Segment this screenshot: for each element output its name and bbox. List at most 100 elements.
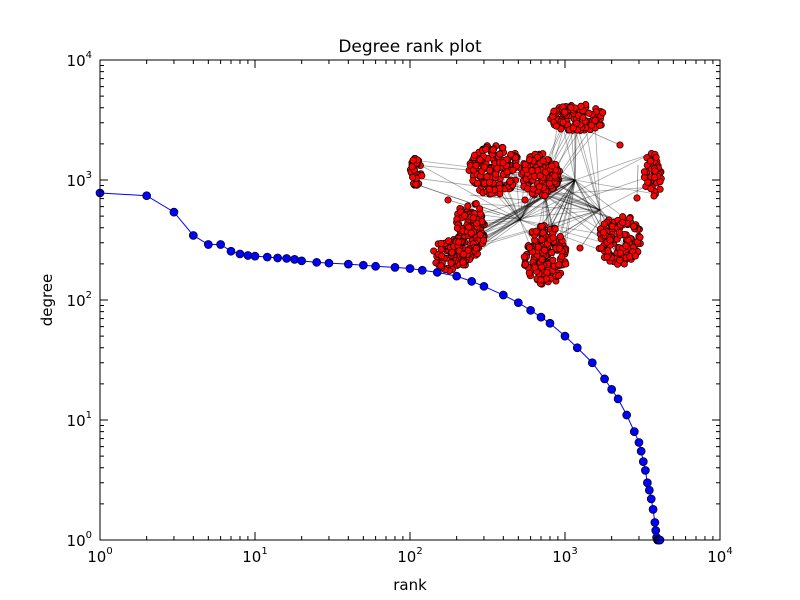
series-point (613, 394, 623, 404)
network-node (577, 102, 585, 110)
network-edge (469, 194, 526, 201)
y-tick-label: 103 (67, 170, 92, 190)
y-tick-label: 104 (67, 50, 92, 70)
network-edge (481, 194, 546, 234)
y-tick-label: 101 (67, 410, 92, 430)
chart-title: Degree rank plot (338, 37, 482, 57)
network-node (538, 236, 546, 244)
network-node (552, 122, 560, 130)
network-node (600, 228, 608, 236)
y-tick-exponent: 0 (86, 530, 92, 541)
network-node (476, 156, 484, 164)
network-node (558, 253, 566, 261)
network-edge (416, 162, 521, 221)
network-node (538, 263, 546, 271)
y-tick-base: 10 (67, 292, 86, 310)
network-node (528, 167, 536, 175)
network-node (596, 121, 604, 129)
network-node (536, 172, 544, 180)
network-node (644, 178, 652, 186)
network-node (412, 180, 420, 188)
network-node (541, 246, 549, 254)
network-node (477, 210, 485, 218)
network-node (537, 276, 545, 284)
network-node (473, 179, 481, 187)
network-node (559, 118, 567, 126)
network-node (656, 185, 664, 193)
network-node (541, 192, 549, 200)
network-node (455, 238, 463, 246)
network-node (465, 223, 473, 231)
y-tick-base: 10 (67, 532, 86, 550)
network-node (485, 185, 493, 193)
network-edge (515, 167, 521, 221)
network-node (496, 150, 504, 158)
network-node (464, 202, 472, 210)
network-node (548, 249, 556, 257)
network-node (453, 224, 461, 232)
network-nodes (406, 101, 665, 288)
network-edge (413, 183, 521, 221)
network-node (532, 227, 540, 235)
series-point (646, 494, 656, 504)
network-node (535, 183, 543, 191)
network-node (459, 250, 467, 258)
network-node (622, 242, 630, 250)
x-tick-base: 10 (242, 548, 261, 566)
x-axis-label: rank (393, 576, 427, 594)
series-point (188, 231, 198, 240)
series-point (643, 478, 652, 488)
x-tick-label: 103 (552, 546, 577, 566)
x-tick-exponent: 1 (261, 546, 267, 557)
series-point (526, 305, 535, 315)
network-node (542, 168, 550, 176)
network-edge (569, 109, 576, 181)
network-node (444, 196, 452, 204)
series-point (250, 251, 260, 261)
x-tick-base: 10 (87, 548, 106, 566)
series-point (498, 290, 508, 300)
series-point (343, 259, 353, 269)
network-node (652, 153, 660, 161)
network-node (651, 173, 659, 181)
network-node (472, 200, 480, 208)
network-node (631, 252, 639, 260)
series-point (226, 246, 236, 256)
network-node (526, 243, 534, 252)
network-node (555, 261, 563, 269)
series-point (513, 298, 523, 308)
network-node (539, 229, 547, 237)
series-point (235, 249, 245, 259)
network-node (499, 144, 507, 152)
network-node (630, 222, 638, 230)
network-node (486, 166, 494, 174)
y-tick-exponent: 4 (86, 50, 92, 61)
network-inset (406, 101, 665, 288)
network-edge (544, 194, 626, 223)
network-node (480, 163, 489, 171)
network-node (562, 260, 570, 268)
series-point (560, 331, 570, 341)
network-node (538, 255, 546, 264)
series-point (622, 410, 632, 420)
series-point (262, 252, 272, 262)
network-node (480, 236, 488, 244)
network-node (469, 214, 477, 222)
network-node (472, 244, 480, 252)
network-node (615, 228, 623, 236)
y-tick-base: 10 (67, 412, 86, 430)
network-node (600, 220, 608, 228)
x-tick-base: 10 (397, 548, 416, 566)
network-edge (552, 188, 601, 211)
network-node (650, 192, 658, 200)
series-point (600, 374, 609, 384)
series-point (545, 318, 555, 328)
network-edge (544, 186, 653, 196)
series-point (650, 518, 660, 527)
network-node (619, 219, 627, 227)
x-tick-exponent: 2 (416, 546, 422, 557)
series-point (432, 267, 442, 277)
y-axis-label: degree (38, 274, 56, 327)
